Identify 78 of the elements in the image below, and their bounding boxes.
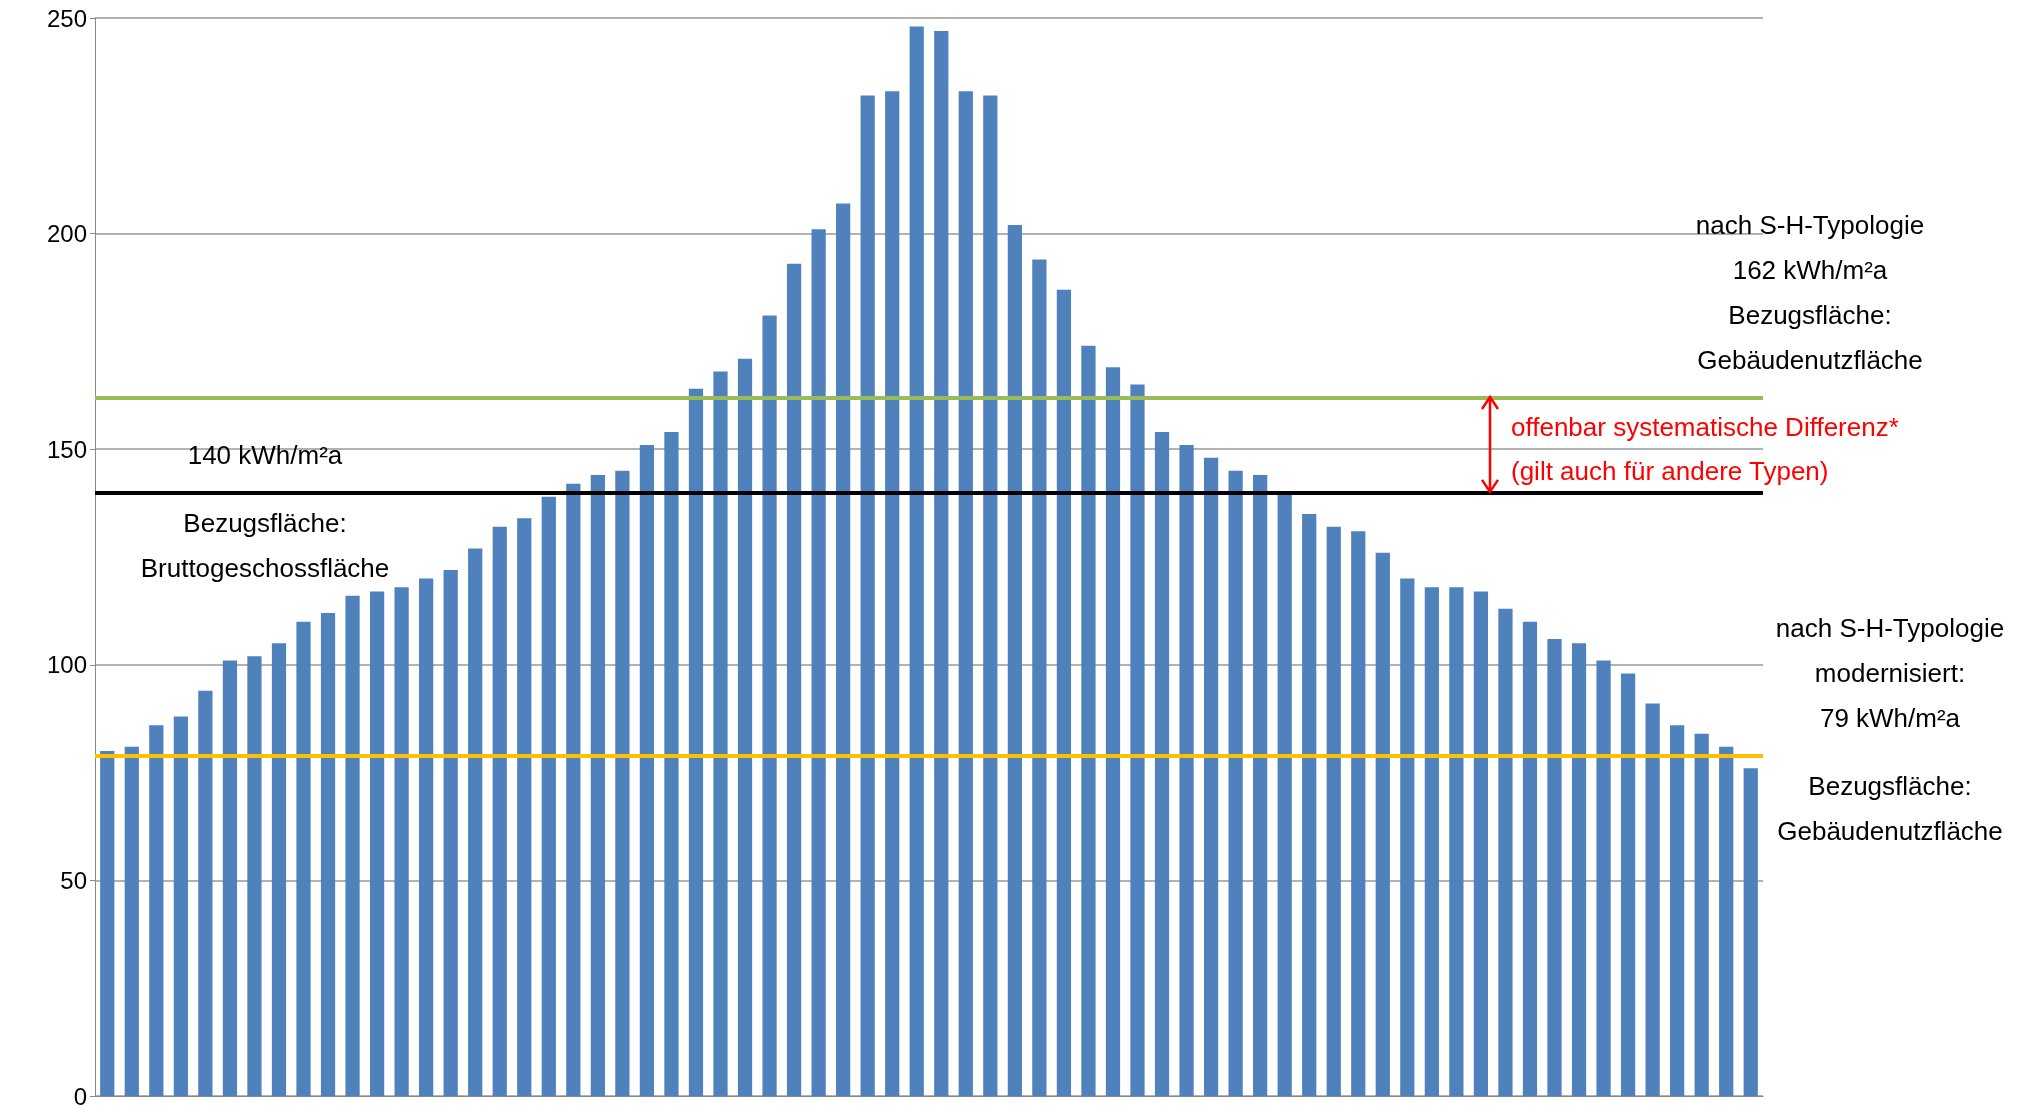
- bar: [1424, 587, 1439, 1096]
- bar: [1719, 746, 1734, 1096]
- bar: [247, 656, 262, 1096]
- bar: [885, 91, 900, 1096]
- bar: [345, 595, 360, 1096]
- y-tick-label: 150: [46, 435, 87, 463]
- bar: [1620, 673, 1636, 1096]
- bar: [173, 716, 188, 1096]
- bar: [369, 591, 385, 1096]
- bar: [296, 621, 311, 1096]
- bar: [762, 315, 777, 1096]
- bar: [468, 548, 483, 1096]
- bar: [688, 388, 704, 1096]
- y-tick-label: 200: [46, 220, 87, 248]
- bar: [1522, 621, 1538, 1096]
- bar: [492, 526, 507, 1096]
- bar: [1130, 384, 1145, 1096]
- bar: [1571, 643, 1587, 1096]
- bar: [615, 470, 630, 1096]
- bar: [394, 587, 409, 1096]
- bar: [541, 496, 556, 1096]
- bar: [124, 746, 139, 1096]
- bar: [443, 569, 458, 1096]
- bar: [222, 660, 238, 1096]
- bar: [713, 371, 728, 1096]
- bar: [1694, 733, 1709, 1096]
- text: nach S-H-Typologie modernisiert: 79 kWh/m²a Bezugsfläche: Gebäudenutzfläche: [1775, 613, 2005, 847]
- bar: [149, 725, 164, 1096]
- bar: [1253, 475, 1268, 1096]
- bar: [1154, 431, 1170, 1096]
- bar: [664, 431, 679, 1096]
- bar: [198, 690, 213, 1096]
- bar: [1032, 259, 1047, 1096]
- bar: [836, 203, 851, 1096]
- bar: [1400, 578, 1415, 1096]
- bar: [590, 475, 605, 1096]
- bar: [1203, 457, 1219, 1096]
- bar: [320, 613, 336, 1096]
- bar: [1547, 638, 1562, 1096]
- bar: [419, 578, 434, 1096]
- bar: [271, 643, 287, 1096]
- bar: [934, 30, 949, 1096]
- bar: [1743, 768, 1758, 1096]
- bar: [786, 263, 802, 1096]
- y-tick-label: 100: [46, 651, 87, 679]
- bar: [1302, 513, 1317, 1096]
- bar: [1277, 492, 1292, 1096]
- bar: [983, 95, 998, 1096]
- bar: [1228, 470, 1243, 1096]
- bar: [1473, 591, 1489, 1096]
- bar: [811, 229, 826, 1096]
- bar: [566, 483, 581, 1096]
- text: 140 kWh/m²a Bezugsfläche: Bruttogeschossfläche: [140, 440, 390, 584]
- bar: [1449, 587, 1464, 1096]
- bar: [1670, 725, 1685, 1096]
- y-tick-label: 50: [60, 866, 87, 894]
- bar: [958, 91, 973, 1096]
- ref-line-label: nach S-H-Typologie 162 kWh/m²a Bezugsfläche: Gebäudenutzfläche: [1695, 210, 1925, 376]
- bar: [1326, 526, 1341, 1096]
- bar: [860, 95, 875, 1096]
- bar: [1056, 289, 1072, 1096]
- bar: [1498, 608, 1513, 1096]
- bar: [1375, 552, 1390, 1096]
- bar: [100, 751, 115, 1096]
- bar: [639, 444, 655, 1096]
- bar: [1351, 531, 1366, 1096]
- bar: [1596, 660, 1611, 1096]
- bar: [1007, 224, 1022, 1096]
- bar: [517, 518, 532, 1096]
- bar: [737, 358, 753, 1096]
- bar: [1081, 345, 1096, 1096]
- bar: [1645, 703, 1660, 1096]
- y-tick-label: 250: [46, 4, 87, 32]
- annotation: offenbar systematische Differenz* (gilt auch für andere Typen): [1511, 412, 1899, 487]
- y-tick-label: 0: [73, 1082, 87, 1110]
- bar: [1179, 444, 1194, 1096]
- bar: [909, 26, 924, 1096]
- bar: [1105, 367, 1121, 1096]
